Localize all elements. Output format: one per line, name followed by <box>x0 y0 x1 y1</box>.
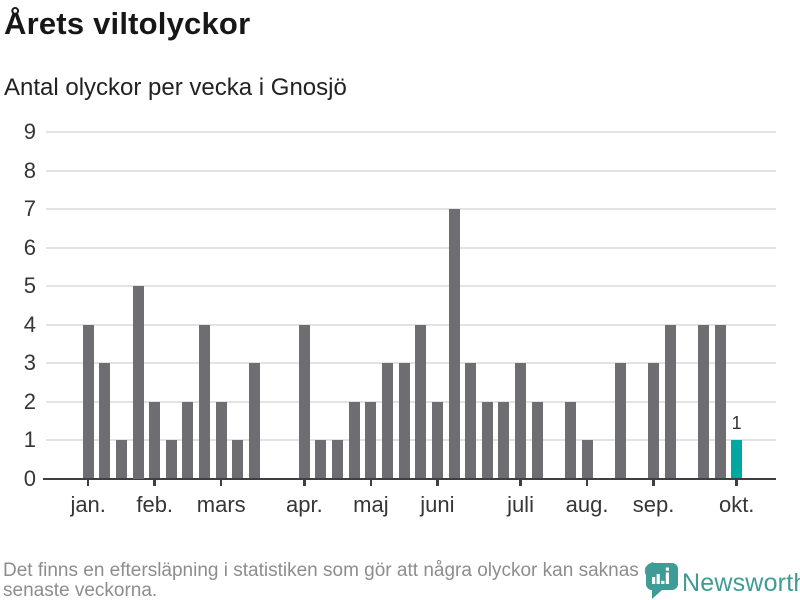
bar-week <box>398 363 410 479</box>
bar-week <box>448 209 460 479</box>
bar-week <box>564 401 576 479</box>
bar-week <box>132 286 144 479</box>
newsworthy-logo-text: Newsworthy <box>682 569 800 597</box>
month-tick-sep <box>652 479 655 486</box>
gridline-5 <box>46 285 776 288</box>
month-label-jan: jan. <box>70 492 106 517</box>
chart-title: Årets viltolyckor <box>4 6 251 41</box>
gridline-2 <box>46 400 776 403</box>
bar-week <box>298 324 310 479</box>
month-label-feb: feb. <box>136 492 174 517</box>
y-axis-label-5: 5 <box>23 273 36 299</box>
bar-week <box>365 401 377 479</box>
bar-week <box>348 401 360 479</box>
bar-week <box>581 440 593 479</box>
bar-week <box>215 401 227 479</box>
bar-week <box>498 401 510 479</box>
newsworthy-logo-icon <box>646 563 678 599</box>
y-axis-label-2: 2 <box>23 388 36 414</box>
y-axis-label-8: 8 <box>23 157 36 183</box>
bar-week <box>515 363 527 479</box>
bar-week <box>481 401 493 479</box>
gridline-3 <box>46 362 776 365</box>
gridline-9 <box>46 131 776 134</box>
y-axis-label-0: 0 <box>23 465 36 491</box>
gridline-1 <box>46 439 776 442</box>
gridline-4 <box>46 323 776 326</box>
month-tick-juli <box>519 479 522 486</box>
highlight-value-label: 1 <box>731 413 742 433</box>
y-axis-label-4: 4 <box>23 311 36 337</box>
bar-week <box>248 363 260 479</box>
month-label-sep: sep. <box>632 492 675 517</box>
bar-week <box>714 324 726 479</box>
month-tick-juni <box>436 479 439 486</box>
bar-week <box>82 324 94 479</box>
bar-week <box>165 440 177 479</box>
month-tick-jan <box>86 479 90 486</box>
bar-week <box>664 324 676 479</box>
month-tick-apr <box>303 479 306 486</box>
gridline-8 <box>46 169 776 172</box>
gridline-6 <box>46 246 776 249</box>
footnote-line-2: senaste veckorna. <box>3 580 158 600</box>
chart-subtitle: Antal olyckor per vecka i Gnosjö <box>4 74 347 101</box>
bar-week <box>149 401 161 479</box>
bar-week <box>315 440 327 479</box>
month-label-aug: aug. <box>565 492 609 517</box>
month-label-mars: mars <box>196 492 246 517</box>
bar-week <box>232 440 244 479</box>
month-tick-okt <box>735 479 738 486</box>
y-axis-label-3: 3 <box>23 350 36 376</box>
bar-week <box>199 324 211 479</box>
month-label-maj: maj <box>353 492 389 517</box>
bar-week <box>614 363 626 479</box>
month-label-apr: apr. <box>286 492 323 517</box>
month-tick-aug <box>585 479 589 486</box>
bar-week <box>431 401 443 479</box>
month-label-juli: juli <box>507 492 534 517</box>
month-label-juni: juni <box>420 492 455 517</box>
y-axis-label-9: 9 <box>23 119 36 145</box>
bar-week <box>332 440 344 479</box>
bar-week <box>465 363 477 479</box>
bar-week <box>531 401 543 479</box>
bar-week <box>99 363 111 479</box>
newsworthy-logo: Newsworthy <box>645 562 800 600</box>
gridline-7 <box>46 208 776 211</box>
y-axis-label-1: 1 <box>23 427 36 453</box>
bar-week <box>415 324 427 479</box>
bar-week <box>648 363 660 479</box>
x-axis-line <box>43 477 776 480</box>
bar-week-current <box>731 440 743 479</box>
bar-week <box>382 363 393 479</box>
y-axis-label-7: 7 <box>23 196 36 222</box>
month-tick-feb <box>153 479 156 486</box>
month-label-okt: okt. <box>718 492 755 517</box>
bar-week <box>182 401 194 479</box>
bar-week <box>115 440 127 479</box>
bar-week <box>697 324 709 479</box>
month-tick-maj <box>369 479 373 486</box>
month-tick-mars <box>219 479 223 486</box>
footnote-line-1: Det finns en eftersläpning i statistiken… <box>3 560 666 581</box>
y-axis-label-6: 6 <box>23 234 36 260</box>
